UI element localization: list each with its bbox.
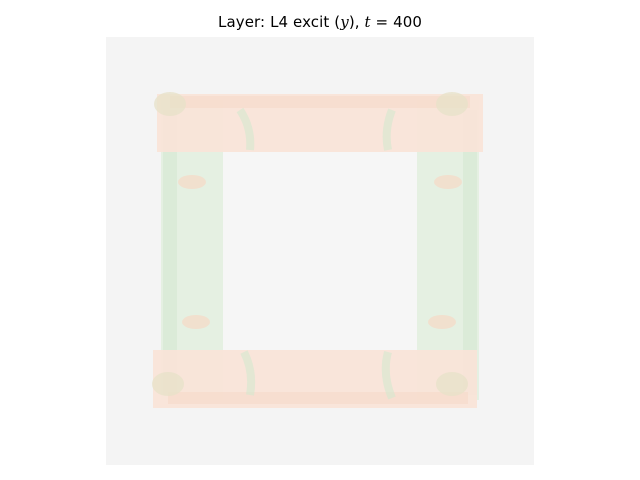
chart-title: Layer: L4 excit (y), t = 400 bbox=[0, 13, 640, 31]
heatmap-streak-4 bbox=[381, 350, 396, 400]
heatmap-corner-bottom-right bbox=[436, 372, 468, 396]
heatmap-streak-3 bbox=[240, 350, 256, 396]
heatmap-patch-3 bbox=[182, 315, 210, 329]
heatmap-band-left-edge bbox=[163, 110, 177, 395]
heatmap-patch-1 bbox=[178, 175, 206, 189]
title-middle: ), bbox=[348, 13, 365, 31]
title-prefix: Layer: L4 excit ( bbox=[217, 13, 341, 31]
heatmap-band-bottom-edge bbox=[168, 392, 468, 404]
heatmap-band-top-edge bbox=[170, 96, 470, 108]
heatmap-band-right-edge bbox=[463, 110, 477, 395]
heatmap-inner-field bbox=[223, 152, 417, 350]
heatmap-corner-bottom-left bbox=[152, 372, 184, 396]
heatmap-corner-top-left bbox=[154, 92, 186, 116]
title-time-value: 400 bbox=[393, 13, 422, 31]
heatmap-streak-2 bbox=[382, 108, 396, 151]
title-variable: y bbox=[340, 13, 349, 31]
title-time-variable: t bbox=[364, 13, 371, 31]
title-equals: = bbox=[370, 13, 394, 31]
heatmap-patch-2 bbox=[434, 175, 462, 189]
heatmap-streak-1 bbox=[236, 107, 255, 151]
heatmap-corner-top-right bbox=[436, 92, 468, 116]
heatmap-patch-4 bbox=[428, 315, 456, 329]
